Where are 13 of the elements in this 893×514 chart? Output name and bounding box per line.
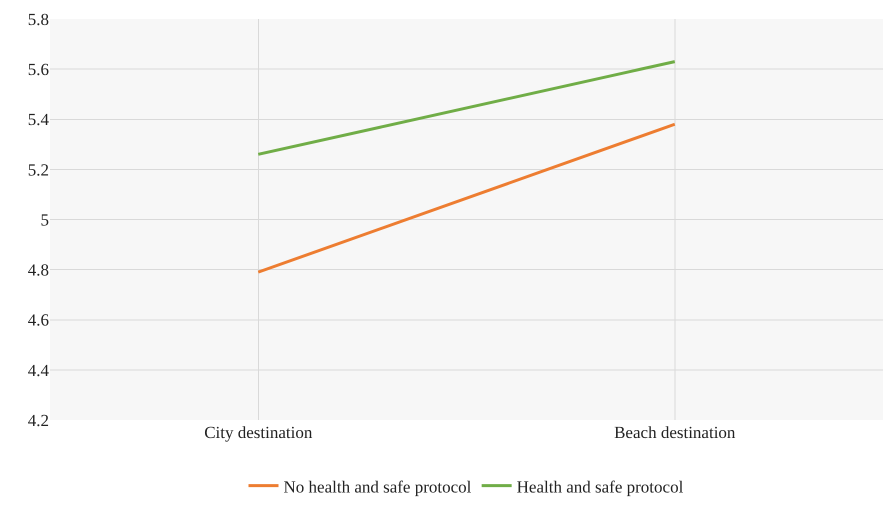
x-tick-label: Beach destination [614,423,736,442]
y-tick-label: 5.2 [28,160,49,180]
y-tick-label: 5.8 [28,10,49,29]
y-tick-label: 5.6 [28,60,49,80]
y-tick-label: 4.4 [28,360,50,380]
y-tick-label: 4.2 [28,410,49,430]
y-tick-label: 5 [40,210,49,230]
y-tick-label: 5.4 [28,110,50,130]
legend-label: Health and safe protocol [516,477,684,496]
x-tick-label: City destination [204,423,313,442]
y-tick-label: 4.8 [28,260,49,280]
y-tick-label: 4.6 [28,310,49,330]
legend-label: No health and safe protocol [284,477,472,496]
